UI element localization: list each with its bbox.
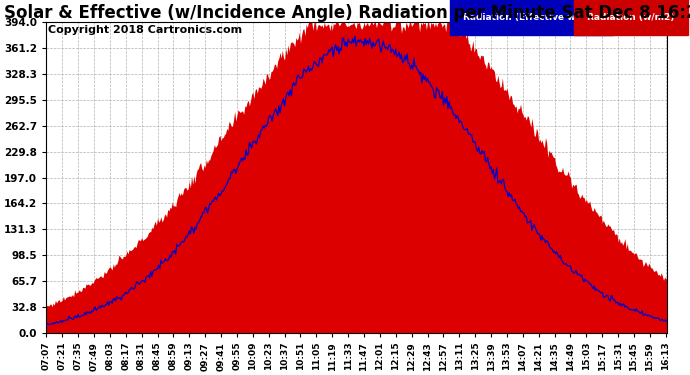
- Text: Copyright 2018 Cartronics.com: Copyright 2018 Cartronics.com: [48, 26, 242, 36]
- Title: Solar & Effective (w/Incidence Angle) Radiation per Minute Sat Dec 8 16:26: Solar & Effective (w/Incidence Angle) Ra…: [4, 4, 690, 22]
- Text: Radiation (w/m2): Radiation (w/m2): [587, 13, 675, 22]
- Text: Radiation (Effective w/m2): Radiation (Effective w/m2): [464, 13, 599, 22]
